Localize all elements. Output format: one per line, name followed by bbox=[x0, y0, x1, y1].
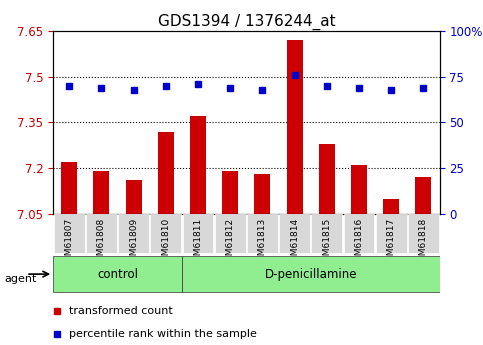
Text: GSM61815: GSM61815 bbox=[322, 218, 331, 267]
Bar bbox=[222, 171, 238, 214]
Text: GSM61809: GSM61809 bbox=[129, 218, 138, 267]
Text: GSM61816: GSM61816 bbox=[355, 218, 364, 267]
Text: GSM61814: GSM61814 bbox=[290, 218, 299, 267]
Bar bbox=[351, 165, 367, 214]
Text: GSM61812: GSM61812 bbox=[226, 218, 235, 267]
Text: GSM61813: GSM61813 bbox=[258, 218, 267, 267]
Bar bbox=[61, 162, 77, 214]
Text: GSM61818: GSM61818 bbox=[419, 218, 428, 267]
Bar bbox=[158, 132, 174, 214]
Text: percentile rank within the sample: percentile rank within the sample bbox=[69, 329, 256, 339]
FancyBboxPatch shape bbox=[118, 214, 149, 253]
FancyBboxPatch shape bbox=[150, 214, 181, 253]
Text: GSM61807: GSM61807 bbox=[65, 218, 74, 267]
Text: GSM61817: GSM61817 bbox=[387, 218, 396, 267]
Text: GSM61811: GSM61811 bbox=[194, 218, 202, 267]
Bar bbox=[383, 199, 399, 214]
FancyBboxPatch shape bbox=[215, 214, 246, 253]
Bar bbox=[93, 171, 110, 214]
Bar bbox=[319, 144, 335, 214]
Bar bbox=[126, 180, 142, 214]
FancyBboxPatch shape bbox=[86, 214, 117, 253]
FancyBboxPatch shape bbox=[408, 214, 439, 253]
FancyBboxPatch shape bbox=[376, 214, 407, 253]
Bar bbox=[190, 116, 206, 214]
FancyBboxPatch shape bbox=[247, 214, 278, 253]
FancyBboxPatch shape bbox=[279, 214, 310, 253]
FancyBboxPatch shape bbox=[183, 214, 213, 253]
Text: D-penicillamine: D-penicillamine bbox=[265, 268, 357, 280]
FancyBboxPatch shape bbox=[182, 256, 440, 292]
FancyBboxPatch shape bbox=[54, 214, 85, 253]
Bar bbox=[415, 177, 431, 214]
Text: GSM61808: GSM61808 bbox=[97, 218, 106, 267]
Bar bbox=[255, 174, 270, 214]
Text: control: control bbox=[97, 268, 138, 280]
FancyBboxPatch shape bbox=[343, 214, 374, 253]
Text: GSM61810: GSM61810 bbox=[161, 218, 170, 267]
FancyBboxPatch shape bbox=[312, 214, 342, 253]
Title: GDS1394 / 1376244_at: GDS1394 / 1376244_at bbox=[157, 13, 335, 30]
Bar bbox=[286, 40, 303, 214]
Text: agent: agent bbox=[5, 274, 37, 284]
FancyBboxPatch shape bbox=[53, 256, 182, 292]
Text: transformed count: transformed count bbox=[69, 306, 172, 316]
